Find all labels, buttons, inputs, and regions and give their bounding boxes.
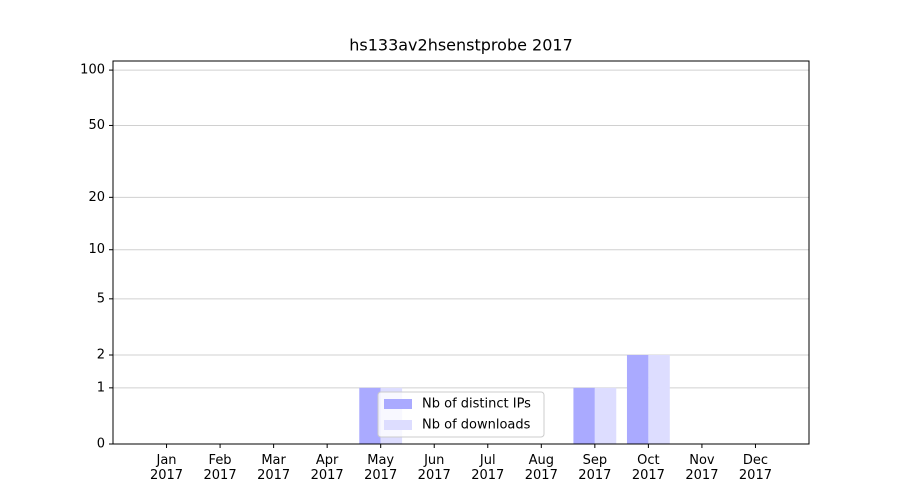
x-tick-label: Feb 2017 xyxy=(203,453,237,483)
y-tick-label: 100 xyxy=(80,63,105,78)
y-tick-label: 0 xyxy=(97,437,105,452)
y-tick-label: 50 xyxy=(88,118,105,133)
plot-frame xyxy=(112,60,810,445)
legend xyxy=(377,391,545,438)
y-tick-label: 2 xyxy=(97,347,105,362)
x-tick-label: Apr 2017 xyxy=(310,453,344,483)
legend-swatch xyxy=(384,399,412,409)
bar xyxy=(359,387,381,444)
x-tick-label: Jan 2017 xyxy=(149,453,184,483)
legend-label: Nb of distinct IPs xyxy=(422,397,531,412)
x-tick-label: Aug 2017 xyxy=(524,453,558,483)
bar xyxy=(626,354,649,444)
y-tick-label: 1 xyxy=(97,380,105,395)
bar xyxy=(573,387,595,444)
x-tick-label: Mar 2017 xyxy=(257,453,291,483)
y-tick-label: 5 xyxy=(97,291,105,306)
x-tick-label: Jun 2017 xyxy=(417,453,451,483)
x-tick-label: Jul 2017 xyxy=(471,453,505,483)
x-tick-label: Sep 2017 xyxy=(578,453,612,483)
bar xyxy=(594,387,617,444)
x-tick-label: Dec 2017 xyxy=(738,453,772,483)
chart-title: hs133av2hsenstprobe 2017 xyxy=(349,36,573,55)
y-tick-label: 10 xyxy=(88,242,105,257)
legend-swatch xyxy=(384,420,412,430)
legend-label: Nb of downloads xyxy=(422,418,531,433)
x-tick-label: Oct 2017 xyxy=(631,453,665,483)
x-tick-label: May 2017 xyxy=(364,453,398,483)
x-tick-label: Nov 2017 xyxy=(685,453,719,483)
bar xyxy=(648,354,670,444)
y-tick-label: 20 xyxy=(88,190,105,205)
